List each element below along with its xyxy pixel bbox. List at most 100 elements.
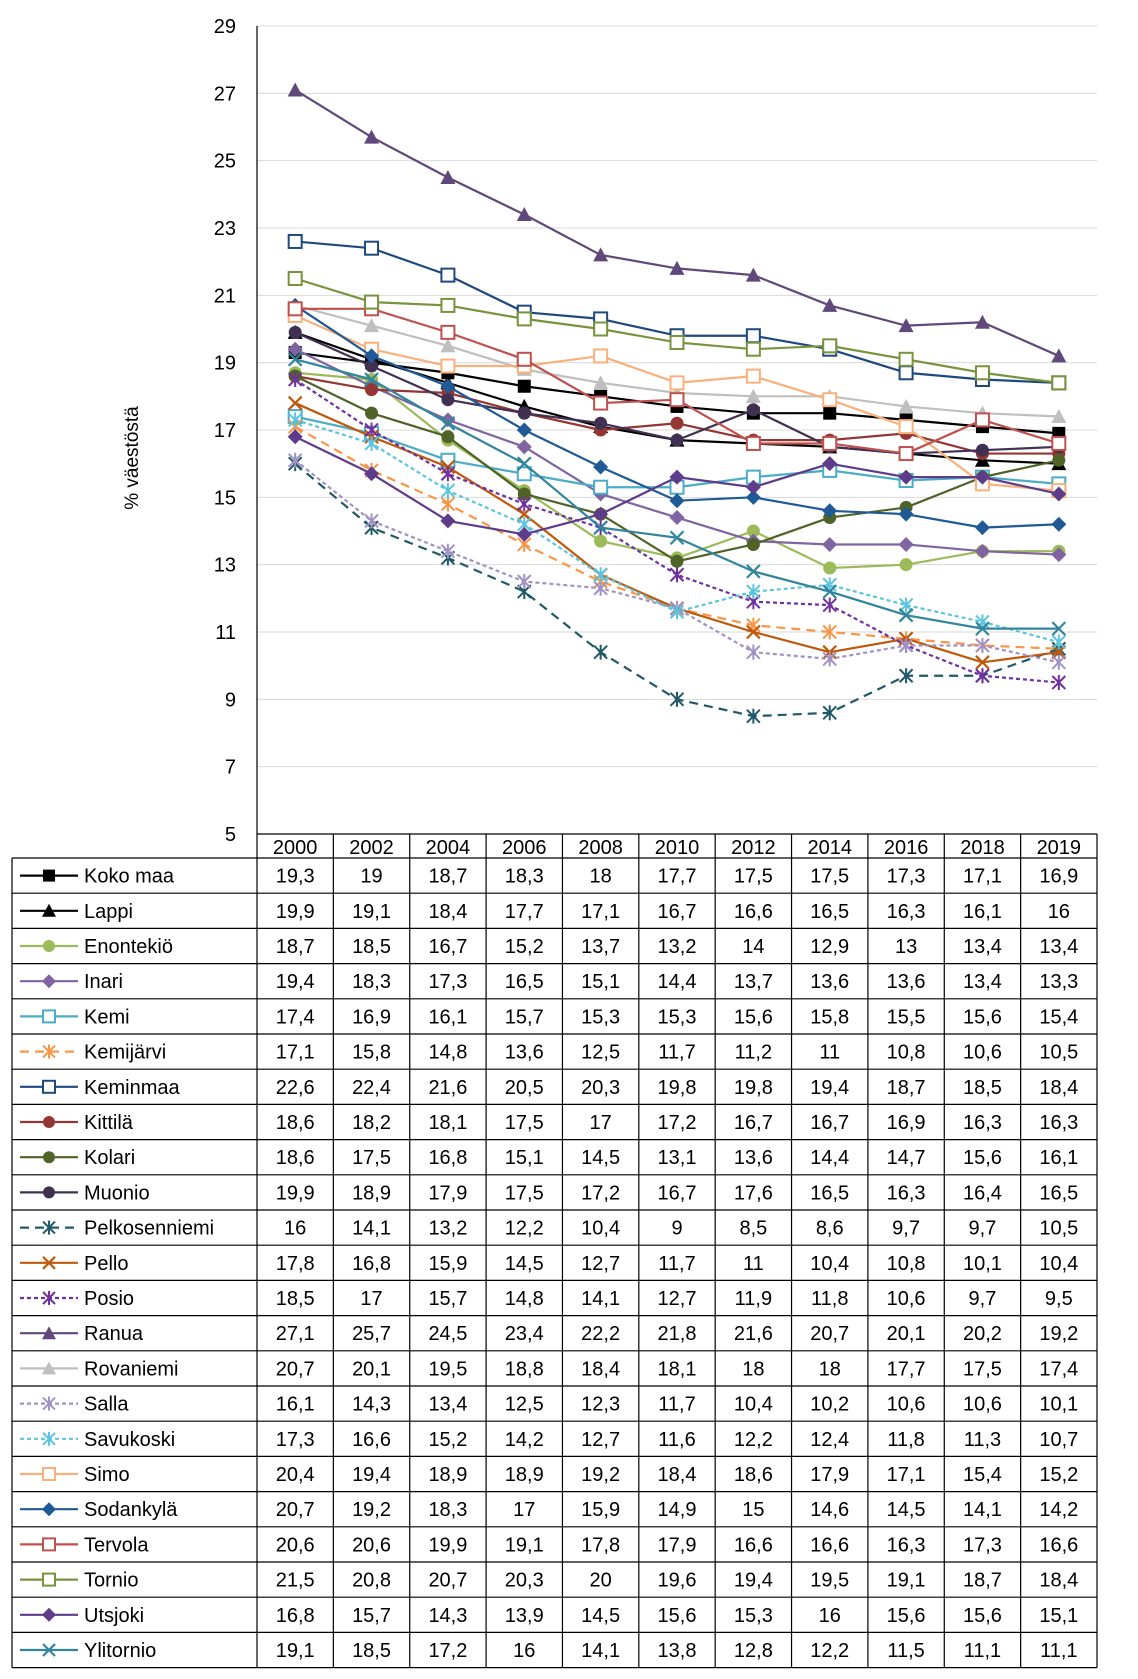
table-cell-sodankylä-2002: 19,2 <box>352 1499 391 1521</box>
legend-key-marker-lappi <box>42 903 56 917</box>
data-point-tornio-2008-shape <box>593 321 609 337</box>
table-cell-kemijärvi-2008: 12,5 <box>581 1042 620 1064</box>
data-point-ranua-2019-shape <box>1051 348 1067 363</box>
table-cell-enontekiö-2008: 13,7 <box>581 936 620 958</box>
data-point-utsjoki-2002 <box>364 466 380 482</box>
table-cell-keminmaa-2010: 19,8 <box>658 1077 697 1099</box>
data-point-ylitornio-2008 <box>593 520 608 535</box>
data-point-kemi-2008 <box>593 479 609 495</box>
table-cell-rovaniemi-2018: 17,5 <box>963 1358 1002 1380</box>
data-point-ylitornio-2002 <box>364 372 379 387</box>
legend-key-marker-tornio <box>42 1572 56 1587</box>
data-point-tornio-2002 <box>364 294 380 310</box>
series-tornio <box>287 271 1067 391</box>
table-cell-kittilä-2004: 18,1 <box>428 1112 467 1134</box>
data-point-sodankylä-2012-shape <box>745 489 761 505</box>
data-point-pelkosenniemi-2012 <box>746 708 761 724</box>
table-cell-kemijärvi-2002: 15,8 <box>352 1042 391 1064</box>
table-cell-rovaniemi-2016: 17,7 <box>887 1358 926 1380</box>
table-cell-salla-2006: 12,5 <box>505 1394 544 1416</box>
series-posio <box>287 372 1067 690</box>
data-point-pello-2019 <box>1051 644 1067 660</box>
table-cell-ranua-2008: 22,2 <box>581 1323 620 1345</box>
table-cell-enontekiö-2004: 16,7 <box>428 936 467 958</box>
data-point-kolari-2004 <box>441 430 455 444</box>
data-point-muonio-2018 <box>975 443 989 457</box>
data-point-inari-2016 <box>898 536 914 552</box>
data-point-inari-2010 <box>669 510 685 526</box>
table-cell-ylitornio-2000: 19,1 <box>276 1640 315 1662</box>
data-point-pello-2006-shape <box>516 506 532 522</box>
data-point-salla-2008 <box>593 580 608 596</box>
table-cell-kittilä-2019: 16,3 <box>1039 1112 1078 1134</box>
table-cell-savukoski-2014: 12,4 <box>810 1429 849 1451</box>
data-point-inari-2018-shape <box>974 543 990 559</box>
legend-key-marker-kemi-shape <box>42 1009 56 1024</box>
table-cell-savukoski-2008: 12,7 <box>581 1429 620 1451</box>
table-cell-pelkosenniemi-2019: 10,5 <box>1039 1218 1078 1240</box>
legend-label-keminmaa: Keminmaa <box>84 1077 180 1099</box>
table-cell-sodankylä-2008: 15,9 <box>581 1499 620 1521</box>
table-cell-pelkosenniemi-2002: 14,1 <box>352 1218 391 1240</box>
x-category-label-2019: 2019 <box>1037 837 1082 859</box>
data-point-utsjoki-2018 <box>974 469 990 485</box>
data-point-tornio-2008 <box>593 321 609 337</box>
data-point-posio-2002 <box>364 422 379 438</box>
table-cell-lappi-2018: 16,1 <box>963 901 1002 923</box>
table-cell-ylitornio-2010: 13,8 <box>658 1640 697 1662</box>
data-point-muonio-2012 <box>746 403 760 417</box>
data-point-ranua-2000-shape <box>287 82 303 97</box>
data-point-ylitornio-2016-shape <box>898 607 914 623</box>
data-point-ranua-2014 <box>822 297 838 312</box>
table-cell-salla-2019: 10,1 <box>1039 1394 1078 1416</box>
legend-label-kolari: Kolari <box>84 1147 135 1169</box>
data-point-ranua-2014-shape <box>822 297 838 312</box>
table-cell-keminmaa-2019: 18,4 <box>1039 1077 1078 1099</box>
table-cell-inari-2014: 13,6 <box>810 971 849 993</box>
table-cell-salla-2012: 10,4 <box>734 1394 773 1416</box>
data-point-inari-2016-shape <box>898 536 914 552</box>
table-cell-sodankylä-2012: 15 <box>742 1499 764 1521</box>
legend-key-marker-inari-shape <box>42 974 56 989</box>
legend-label-pelkosenniemi: Pelkosenniemi <box>84 1218 214 1240</box>
table-cell-savukoski-2016: 11,8 <box>887 1429 924 1451</box>
table-row-sodankylä: Sodankylä 20,7 19,2 18,3 17 15,9 14,9 15 14,6 14,… <box>20 1499 1078 1521</box>
series-savukoski <box>287 412 1067 650</box>
table-cell-ranua-2002: 25,7 <box>352 1323 391 1345</box>
data-point-tervola-2010 <box>669 392 685 408</box>
data-point-ranua-2008-shape <box>593 247 609 262</box>
data-point-pello-2000-shape <box>287 395 303 411</box>
data-point-ranua-2016-shape <box>898 318 914 333</box>
data-point-inari-2010-shape <box>669 510 685 526</box>
data-point-ylitornio-2018-shape <box>975 621 990 636</box>
table-cell-tervola-2000: 20,6 <box>276 1534 315 1556</box>
table-cell-kolari-2018: 15,6 <box>963 1147 1002 1169</box>
data-point-utsjoki-2019 <box>1051 486 1067 502</box>
data-point-tervola-2004 <box>440 324 456 340</box>
data-point-tervola-2016 <box>898 446 914 462</box>
data-point-keminmaa-2012 <box>745 328 761 344</box>
table-cell-kittilä-2010: 17,2 <box>658 1112 697 1134</box>
data-point-sodankylä-2008-shape <box>593 459 609 475</box>
table-cell-inari-2018: 13,4 <box>963 971 1002 993</box>
data-point-tornio-2012-shape <box>745 341 761 357</box>
table-row-simo: Simo 20,4 19,4 18,9 18,9 19,2 18,4 18,6 17,9 17,1… <box>20 1464 1078 1486</box>
data-point-savukoski-2018 <box>975 614 990 630</box>
data-point-enontekiö-2014-shape <box>823 561 837 575</box>
table-cell-muonio-2008: 17,2 <box>581 1182 620 1204</box>
y-axis-title: % väestöstä <box>122 406 143 510</box>
table-cell-kemi-2018: 15,6 <box>963 1006 1002 1028</box>
table-row-kemijärvi: Kemijärvi 17,1 15,8 14,8 13,6 12,5 11,7 11,2 11 1… <box>20 1042 1078 1064</box>
y-tick-label-7: 7 <box>225 757 236 779</box>
table-cell-posio-2006: 14,8 <box>505 1288 544 1310</box>
data-point-koko-maa-2006 <box>517 379 531 393</box>
x-category-label-2002: 2002 <box>349 837 394 859</box>
table-cell-keminmaa-2014: 19,4 <box>810 1077 849 1099</box>
table-cell-kittilä-2014: 16,7 <box>810 1112 849 1134</box>
data-point-simo-2012 <box>745 368 761 384</box>
table-cell-kolari-2004: 16,8 <box>428 1147 467 1169</box>
data-point-utsjoki-2018-shape <box>974 469 990 485</box>
table-row-kolari: Kolari 18,6 17,5 16,8 15,1 14,5 13,1 13,6 14,4 14… <box>20 1147 1078 1169</box>
legend-key-marker-keminmaa <box>42 1079 56 1094</box>
data-point-kolari-2006-shape <box>517 487 531 501</box>
